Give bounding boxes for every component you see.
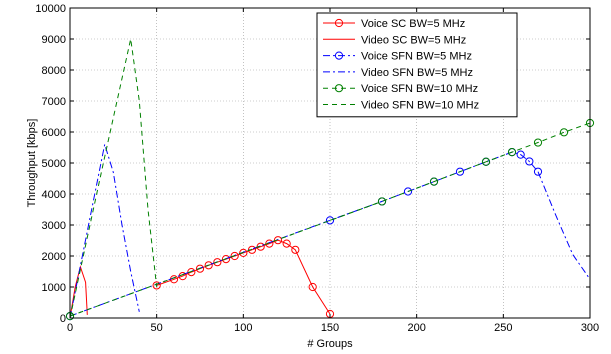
data-point-marker xyxy=(152,281,161,290)
legend-marker-sample xyxy=(334,51,344,60)
x-tick-label: 50 xyxy=(151,322,163,334)
data-point-marker xyxy=(308,282,317,292)
data-point-marker xyxy=(239,248,248,257)
y-tick-label: 0 xyxy=(60,313,66,325)
data-point-marker xyxy=(525,157,534,166)
x-axis-label: # Groups xyxy=(307,338,353,350)
legend-label: Voice SFN BW=10 MHz xyxy=(361,83,478,95)
data-point-marker xyxy=(265,239,274,248)
series-line xyxy=(69,122,591,317)
data-point-marker xyxy=(533,138,543,147)
series-2 xyxy=(69,265,88,319)
legend-label: Video SFN BW=5 MHz xyxy=(361,67,473,79)
series-layer xyxy=(65,38,595,321)
series-6 xyxy=(69,38,158,319)
data-point-marker xyxy=(455,167,465,176)
legend-entry: Voice SFN BW=10 MHz xyxy=(323,83,478,95)
data-point-marker xyxy=(559,128,569,137)
y-tick-label: 4000 xyxy=(42,189,66,201)
series-line xyxy=(69,265,88,319)
legend-entry: Video SFN BW=5 MHz xyxy=(323,67,473,79)
legend: Voice SC BW=5 MHz Video SC BW=5 MHz Voice … xyxy=(316,12,518,118)
data-point-marker xyxy=(282,239,291,248)
legend-label: Voice SC BW=5 MHz xyxy=(361,18,465,30)
x-tick-label: 0 xyxy=(67,322,73,334)
series-line xyxy=(69,144,140,319)
y-tick-label: 7000 xyxy=(42,96,66,108)
legend-entry: Video SFN BW=10 MHz xyxy=(323,100,479,112)
data-point-marker xyxy=(507,148,517,157)
y-tick-label: 3000 xyxy=(42,220,66,232)
data-point-marker xyxy=(247,245,257,254)
series-line xyxy=(156,239,331,315)
legend-entry: Voice SC BW=5 MHz xyxy=(323,18,465,30)
legend-box xyxy=(316,12,518,118)
data-point-marker xyxy=(533,167,543,176)
legend-label: Video SFN BW=10 MHz xyxy=(361,100,479,112)
x-tick-label: 300 xyxy=(581,322,599,334)
legend-label: Voice SFN BW=5 MHz xyxy=(361,51,472,63)
legend-entry: Video SC BW=5 MHz xyxy=(323,34,466,46)
series-4 xyxy=(69,144,140,319)
data-point-marker xyxy=(325,216,335,225)
data-point-marker xyxy=(481,157,491,166)
y-tick-label: 1000 xyxy=(42,282,66,294)
data-point-marker xyxy=(429,177,439,186)
data-point-marker xyxy=(403,187,413,196)
axes: 0 50 100 150 200 250 3000100020003000400050006… xyxy=(35,3,599,334)
legend-marker-sample xyxy=(334,18,344,28)
y-tick-label: 6000 xyxy=(42,127,66,139)
data-point-marker xyxy=(273,236,283,245)
x-tick-label: 200 xyxy=(407,322,425,334)
y-tick-label: 10000 xyxy=(35,3,66,15)
data-point-marker xyxy=(291,245,300,254)
y-tick-label: 2000 xyxy=(42,251,66,263)
y-tick-label: 5000 xyxy=(42,158,66,170)
legend-label: Video SC BW=5 MHz xyxy=(361,34,466,46)
data-point-marker xyxy=(230,251,239,261)
data-point-marker xyxy=(204,261,213,270)
legend-marker-sample xyxy=(334,84,344,93)
y-tick-label: 8000 xyxy=(42,65,66,77)
data-point-marker xyxy=(195,264,205,273)
series-line xyxy=(69,38,158,319)
data-point-marker xyxy=(187,268,196,277)
legend-entry: Voice SFN BW=5 MHz xyxy=(323,51,472,63)
x-tick-label: 250 xyxy=(494,322,512,334)
data-point-marker xyxy=(213,258,222,267)
x-tick-label: 150 xyxy=(321,322,339,334)
data-point-marker xyxy=(516,150,525,159)
data-point-marker xyxy=(221,255,231,264)
x-tick-label: 100 xyxy=(234,322,252,334)
series-1 xyxy=(152,236,335,319)
data-point-marker xyxy=(377,197,387,206)
y-tick-label: 9000 xyxy=(42,34,66,46)
y-axis-label: Throughput [kbps] xyxy=(26,119,38,208)
